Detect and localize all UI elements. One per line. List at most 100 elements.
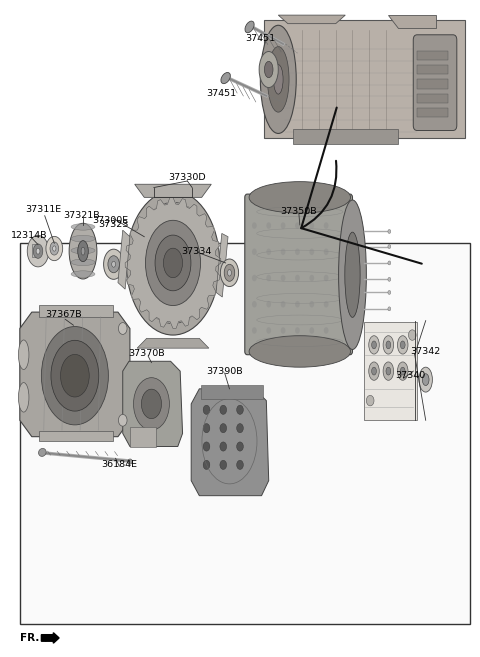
Ellipse shape [142, 389, 161, 419]
Ellipse shape [400, 341, 405, 349]
Ellipse shape [400, 367, 405, 375]
Ellipse shape [281, 301, 286, 307]
Ellipse shape [69, 223, 97, 279]
Ellipse shape [133, 378, 169, 430]
Ellipse shape [388, 290, 391, 294]
Ellipse shape [266, 301, 271, 307]
Ellipse shape [295, 301, 300, 307]
Polygon shape [216, 233, 228, 297]
Text: 37342: 37342 [410, 347, 441, 356]
Text: 37451: 37451 [206, 89, 236, 99]
Ellipse shape [252, 301, 257, 307]
Ellipse shape [220, 259, 239, 286]
Polygon shape [118, 230, 130, 289]
Bar [417, 51, 448, 60]
Text: 37367B: 37367B [46, 309, 82, 319]
Ellipse shape [81, 247, 85, 255]
Ellipse shape [237, 405, 243, 415]
Ellipse shape [112, 261, 116, 267]
Polygon shape [125, 197, 221, 328]
Ellipse shape [119, 323, 127, 334]
Ellipse shape [386, 341, 391, 349]
FancyArrowPatch shape [301, 108, 422, 263]
Text: 37323: 37323 [98, 220, 128, 229]
Ellipse shape [203, 405, 210, 415]
Ellipse shape [266, 222, 271, 229]
Ellipse shape [163, 248, 182, 278]
Text: 37330D: 37330D [168, 173, 206, 182]
Ellipse shape [228, 269, 231, 276]
Ellipse shape [295, 327, 300, 334]
Ellipse shape [397, 336, 408, 354]
Ellipse shape [386, 367, 391, 375]
Ellipse shape [388, 307, 391, 311]
Ellipse shape [249, 336, 350, 367]
Ellipse shape [372, 341, 376, 349]
Ellipse shape [203, 461, 210, 470]
Ellipse shape [252, 275, 257, 281]
Ellipse shape [259, 51, 278, 87]
Bar [130, 427, 156, 447]
Ellipse shape [419, 367, 432, 392]
FancyArrow shape [41, 633, 59, 643]
Ellipse shape [310, 248, 314, 255]
Ellipse shape [345, 232, 360, 317]
Ellipse shape [266, 275, 271, 281]
Ellipse shape [126, 191, 220, 335]
Ellipse shape [372, 367, 376, 375]
Ellipse shape [252, 248, 257, 255]
Polygon shape [278, 15, 345, 24]
Polygon shape [135, 184, 211, 197]
Ellipse shape [397, 362, 408, 380]
Ellipse shape [245, 21, 254, 33]
Bar [293, 129, 398, 144]
Ellipse shape [324, 222, 328, 229]
Ellipse shape [249, 181, 350, 213]
Text: 37321B: 37321B [63, 212, 99, 220]
Ellipse shape [220, 405, 227, 415]
Ellipse shape [237, 424, 243, 433]
Ellipse shape [53, 246, 56, 251]
Ellipse shape [133, 202, 213, 324]
Ellipse shape [71, 223, 95, 230]
Ellipse shape [220, 424, 227, 433]
Ellipse shape [220, 461, 227, 470]
Ellipse shape [324, 327, 328, 334]
Polygon shape [123, 361, 182, 447]
Text: 37340: 37340 [395, 371, 425, 380]
Ellipse shape [310, 275, 314, 281]
Text: 37300E: 37300E [93, 215, 129, 225]
Ellipse shape [281, 222, 286, 229]
Ellipse shape [383, 362, 394, 380]
Ellipse shape [128, 459, 132, 464]
Ellipse shape [260, 25, 296, 133]
Ellipse shape [408, 330, 416, 340]
Ellipse shape [295, 248, 300, 255]
Ellipse shape [60, 354, 89, 397]
Ellipse shape [366, 396, 374, 406]
Ellipse shape [104, 249, 124, 279]
Text: 37350B: 37350B [280, 208, 317, 216]
Ellipse shape [264, 61, 273, 78]
Ellipse shape [310, 301, 314, 307]
Ellipse shape [295, 222, 300, 229]
Polygon shape [364, 322, 417, 420]
Ellipse shape [71, 259, 95, 265]
Ellipse shape [266, 327, 271, 334]
Ellipse shape [108, 256, 120, 273]
Ellipse shape [78, 240, 88, 261]
Ellipse shape [71, 271, 95, 277]
Ellipse shape [281, 248, 286, 255]
Ellipse shape [46, 237, 63, 261]
Bar [39, 431, 113, 442]
Ellipse shape [388, 261, 391, 265]
Ellipse shape [71, 247, 95, 254]
Ellipse shape [203, 424, 210, 433]
Ellipse shape [119, 415, 127, 426]
Ellipse shape [383, 336, 394, 354]
Ellipse shape [388, 244, 391, 248]
Bar [417, 79, 448, 89]
Bar [201, 385, 263, 399]
Ellipse shape [145, 220, 201, 306]
Polygon shape [191, 389, 269, 495]
